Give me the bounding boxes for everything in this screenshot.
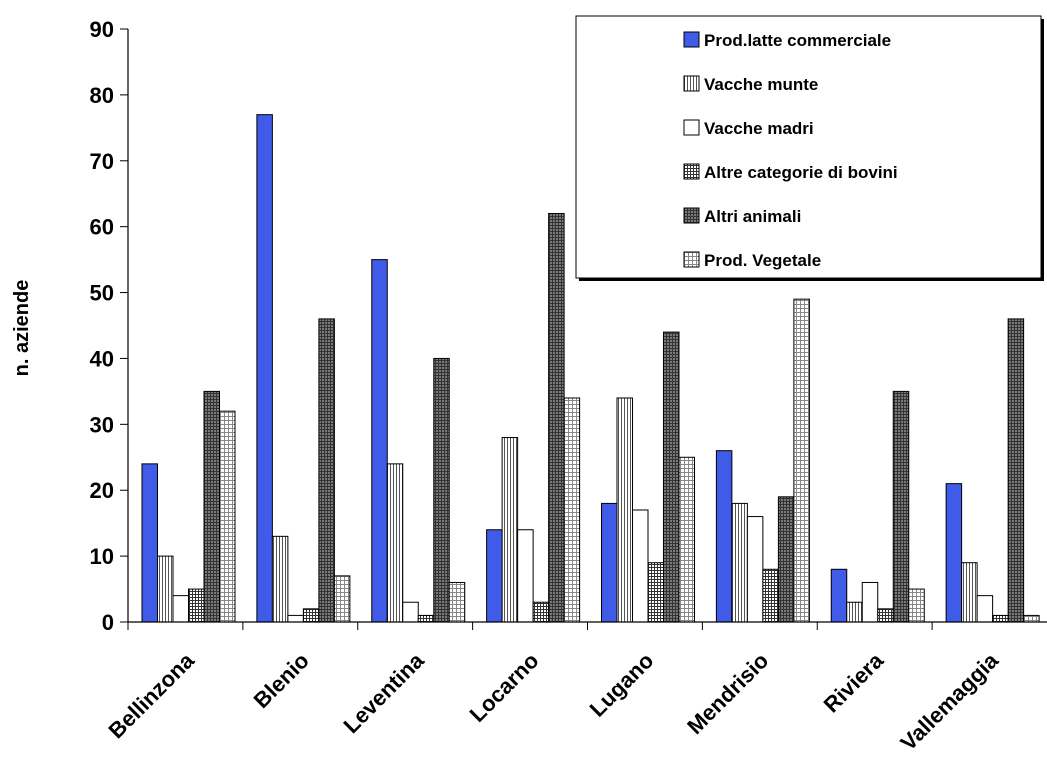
bar-0-3 <box>486 529 503 623</box>
bar-5-1 <box>333 575 351 623</box>
bar-1-4 <box>616 397 633 623</box>
bar-4-7 <box>1007 318 1025 623</box>
bar-1-1 <box>271 535 289 623</box>
bars <box>141 114 1040 623</box>
legend-swatch <box>683 119 700 136</box>
legend-label: Prod. Vegetale <box>704 251 821 270</box>
y-axis-title: n. aziende <box>11 280 33 377</box>
bar-4-1 <box>318 318 335 623</box>
bar-5-3 <box>563 397 581 623</box>
bar-3-7 <box>992 614 1009 623</box>
x-axis-ticks: Bellinzona Blenio Leventina Locarno Lugano Me… <box>104 622 1004 755</box>
bar-2-6 <box>861 581 879 623</box>
bar-2-7 <box>976 595 994 623</box>
bar-0-5 <box>715 450 733 623</box>
bar-2-2 <box>402 601 419 623</box>
x-tick-label: Riviera <box>819 647 889 717</box>
bar-1-3 <box>501 437 519 623</box>
bar-3-3 <box>532 601 550 623</box>
bar-0-1 <box>256 114 273 623</box>
bar-0-4 <box>601 502 618 623</box>
bar-3-0 <box>188 588 205 623</box>
bar-0-6 <box>830 568 848 623</box>
legend-swatch <box>683 75 700 92</box>
legend-swatch <box>683 31 700 48</box>
legend-label: Vacche munte <box>704 75 818 94</box>
bar-5-4 <box>678 456 695 623</box>
bar-5-5 <box>793 298 810 623</box>
bar-4-5 <box>777 496 795 623</box>
x-tick-label: Vallemaggia <box>895 647 1003 755</box>
y-tick-label: 70 <box>90 149 114 174</box>
x-tick-label: Leventina <box>338 647 429 738</box>
bar-1-6 <box>846 601 863 623</box>
legend-swatch <box>683 207 700 224</box>
legend-items: Prod.latte commerciale Vacche munte Vacche… <box>683 31 898 270</box>
legend-label: Prod.latte commerciale <box>704 31 891 50</box>
y-tick-label: 30 <box>90 412 114 437</box>
bar-2-0 <box>172 595 189 623</box>
bar-0-2 <box>371 259 388 623</box>
y-tick-label: 10 <box>90 544 114 569</box>
legend-swatch <box>683 163 700 180</box>
x-tick-label: Lugano <box>585 648 659 722</box>
axes <box>127 29 1047 623</box>
bar-2-3 <box>517 529 534 623</box>
x-tick-label: Bellinzona <box>104 647 200 743</box>
bar-2-1 <box>287 614 304 623</box>
y-tick-label: 90 <box>90 17 114 42</box>
bar-4-3 <box>548 212 565 623</box>
x-tick-label: Mendrisio <box>682 648 773 739</box>
bar-2-4 <box>632 509 649 623</box>
y-tick-label: 80 <box>90 83 114 108</box>
bar-4-2 <box>433 357 450 623</box>
x-tick-label: Locarno <box>465 648 544 727</box>
bar-0-0 <box>141 463 158 623</box>
legend-label: Altri animali <box>704 207 801 226</box>
y-axis-ticks: 0 10 20 30 40 50 60 70 80 90 <box>90 17 128 635</box>
y-tick-label: 40 <box>90 346 114 371</box>
bar-3-6 <box>877 608 894 623</box>
legend-label: Altre categorie di bovini <box>704 163 898 182</box>
x-tick-label: Blenio <box>249 648 314 713</box>
bar-2-5 <box>746 516 764 623</box>
bar-3-1 <box>302 608 320 623</box>
y-tick-label: 50 <box>90 281 114 306</box>
bar-3-4 <box>647 562 664 623</box>
bar-5-0 <box>219 410 236 623</box>
y-tick-label: 60 <box>90 215 114 240</box>
legend: Prod.latte commerciale Vacche munte Vacche… <box>575 15 1044 281</box>
legend-swatch <box>683 251 700 268</box>
bar-1-5 <box>731 502 748 623</box>
y-tick-label: 20 <box>90 478 114 503</box>
y-tick-label: 0 <box>102 610 114 635</box>
legend-label: Vacche madri <box>704 119 814 138</box>
bar-1-7 <box>961 562 978 623</box>
bar-1-0 <box>157 555 174 623</box>
bar-0-7 <box>945 483 963 623</box>
bar-4-0 <box>203 390 220 623</box>
bar-4-6 <box>892 390 910 623</box>
legend-box <box>575 15 1042 279</box>
bar-5-7 <box>1023 614 1040 623</box>
bar-1-2 <box>386 463 404 623</box>
bar-5-2 <box>448 581 466 623</box>
bar-4-4 <box>663 331 680 623</box>
bar-3-2 <box>417 614 435 623</box>
bar-5-6 <box>908 588 925 623</box>
bar-3-5 <box>762 568 779 623</box>
